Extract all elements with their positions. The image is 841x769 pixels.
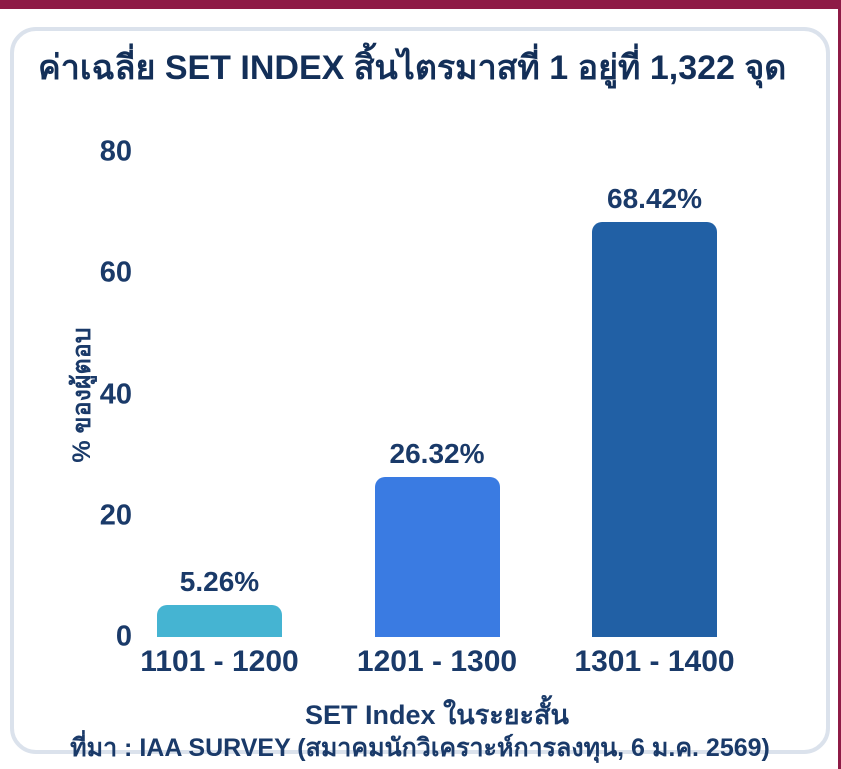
y-tick-label: 60: [99, 256, 132, 289]
x-axis-title: SET Index ในระยะสั้น: [305, 700, 569, 730]
right-accent-bar: [838, 0, 841, 769]
y-tick-label: 80: [99, 135, 132, 168]
bar: [592, 222, 717, 637]
bar-group: 5.26% 1101 - 1200: [140, 152, 298, 678]
top-accent-bar: [0, 0, 841, 9]
bar: [157, 605, 282, 637]
y-tick-label: 20: [99, 499, 132, 532]
bar-group: 26.32% 1201 - 1300: [357, 152, 517, 678]
y-axis-ticks: 0 20 40 60 80: [74, 136, 132, 653]
chart-title: ค่าเฉลี่ย SET INDEX สิ้นไตรมาสที่ 1 อยู่…: [38, 49, 787, 87]
bar-value-label: 68.42%: [607, 183, 702, 215]
x-tick-label: 1101 - 1200: [140, 645, 299, 678]
y-tick-label: 0: [115, 620, 132, 653]
y-tick-label: 40: [99, 378, 132, 410]
plot-area: 5.26% 1101 - 1200 26.32% 1201 - 1300 68.42% 1…: [140, 152, 734, 678]
bar-value-label: 26.32%: [389, 438, 485, 470]
source-note: ที่มา : IAA SURVEY (สมาคมนักวิเคราะห์การ…: [70, 734, 770, 762]
x-tick-label: 1301 - 1400: [574, 645, 735, 678]
x-tick-label: 1201 - 1300: [356, 645, 518, 678]
bar: [374, 477, 500, 637]
bar-group: 68.42% 1301 - 1400: [574, 152, 734, 678]
bar-value-label: 5.26%: [179, 566, 260, 598]
chart-card: ค่าเฉลี่ย SET INDEX สิ้นไตรมาสที่ 1 อยู่…: [10, 27, 830, 762]
